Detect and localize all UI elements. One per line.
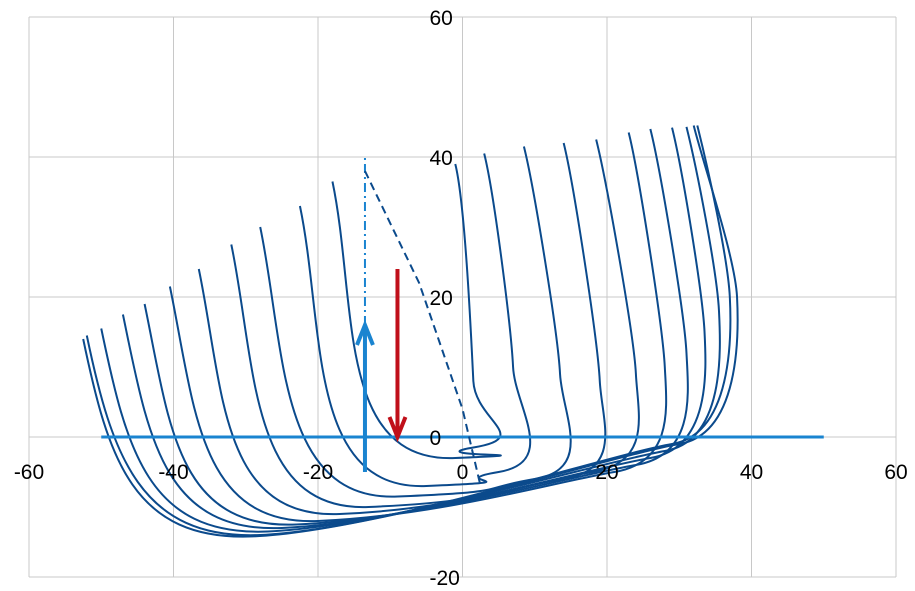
y-tick-label: 60 <box>430 7 453 30</box>
curve-1 <box>85 125 732 537</box>
x-tick-label: 0 <box>457 461 469 484</box>
x-tick-label: -20 <box>303 461 333 484</box>
curve-5 <box>168 132 668 523</box>
curve-2 <box>100 126 721 533</box>
curve-family <box>82 125 739 538</box>
x-tick-label: -40 <box>158 461 188 484</box>
x-tick-label: 40 <box>740 461 763 484</box>
curve-8 <box>259 146 572 498</box>
arrow-down-head <box>387 416 408 443</box>
curve-10 <box>331 163 502 460</box>
curve-0 <box>82 125 739 538</box>
y-tick-label: 20 <box>430 287 453 310</box>
curve-6 <box>197 139 640 516</box>
curve-4 <box>143 128 689 526</box>
y-tick-label: 40 <box>430 147 453 170</box>
y-tick-label: -20 <box>430 567 460 590</box>
x-tick-label: 60 <box>884 461 907 484</box>
x-tick-label: 20 <box>595 461 618 484</box>
curve-3 <box>121 127 707 530</box>
curve-9 <box>298 153 532 488</box>
annotations <box>101 157 824 487</box>
tick-labels: -20 0 20 40 60 -60 -40 -20 0 20 40 60 <box>14 7 908 590</box>
x-tick-label: -60 <box>14 461 44 484</box>
y-tick-label: 0 <box>430 427 442 450</box>
